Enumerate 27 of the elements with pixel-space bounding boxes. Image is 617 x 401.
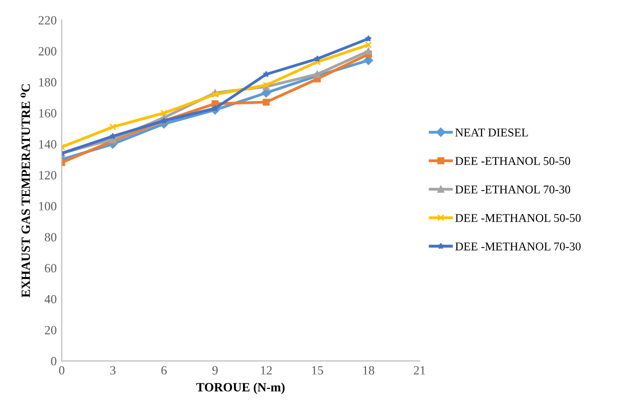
- x-tick-label: 3: [110, 366, 116, 375]
- x-tick-label: 9: [212, 366, 218, 375]
- legend-label: DEE -ETHANOL 50-50: [455, 157, 570, 165]
- x-tick-label: 12: [261, 366, 272, 374]
- y-tick-label: 140: [39, 140, 56, 148]
- legend-label: DEE -ETHANOL 70-30: [455, 186, 570, 194]
- x-axis-title: TOROUE (N-m): [196, 382, 285, 394]
- x-tick-label: 6: [161, 366, 167, 375]
- y-axis-title: EXHAUST GAS TEMPERATUTRE ⁰C: [20, 84, 30, 298]
- y-tick-label: 40: [44, 294, 56, 304]
- y-tick-label: 20: [44, 326, 56, 334]
- x-tick-label: 0: [59, 366, 64, 375]
- x-tick-label: 18: [363, 366, 374, 375]
- y-tick-label: 0: [51, 356, 56, 366]
- y-tick-label: 120: [39, 171, 56, 180]
- y-tick-label: 220: [38, 16, 56, 25]
- y-tick-label: 200: [38, 47, 56, 56]
- legend-label: DEE -METHANOL 50-50: [455, 214, 581, 222]
- y-tick-label: 180: [39, 78, 56, 86]
- legend-label: NEAT DIESEL: [455, 128, 528, 136]
- y-tick-label: 100: [39, 202, 56, 210]
- x-tick-label: 15: [312, 366, 324, 375]
- y-tick-label: 160: [39, 109, 56, 118]
- y-tick-label: 60: [44, 264, 56, 272]
- y-tick-label: 80: [44, 232, 56, 242]
- x-tick-label: 21: [414, 366, 426, 374]
- legend-label: DEE -METHANOL 70-30: [455, 242, 581, 250]
